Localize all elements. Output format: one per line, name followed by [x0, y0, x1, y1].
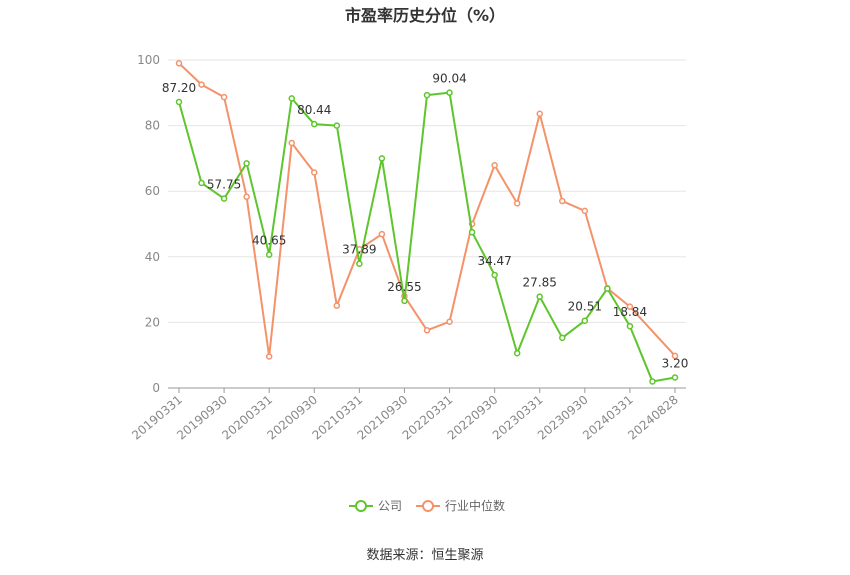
data-point	[423, 91, 431, 99]
data-label: 37.89	[342, 243, 376, 257]
y-tick-label: 40	[145, 250, 160, 264]
data-point	[220, 93, 228, 101]
data-label: 27.85	[523, 276, 557, 290]
legend-marker	[355, 500, 367, 512]
data-point	[401, 297, 408, 305]
data-point	[175, 60, 183, 67]
data-point	[559, 334, 566, 342]
legend: 公司 行业中位数	[349, 498, 505, 513]
chart-title: 市盈率历史分位（%）	[345, 6, 505, 25]
legend-label: 行业中位数	[445, 498, 505, 513]
data-point	[333, 122, 341, 129]
y-axis: 0 20 40 60 80 100	[137, 53, 160, 395]
data-point	[559, 197, 566, 205]
data-point	[288, 139, 295, 147]
data-point	[311, 120, 318, 128]
data-point	[581, 317, 589, 324]
x-axis: 2019033120190930202003312020093020210331…	[129, 387, 686, 443]
data-label: 80.44	[297, 103, 331, 117]
data-label: 57.75	[207, 178, 241, 192]
data-point	[356, 260, 363, 267]
data-point	[491, 271, 498, 279]
data-point	[198, 179, 205, 187]
data-point	[198, 81, 205, 88]
data-label: 26.55	[387, 280, 421, 294]
data-point	[491, 162, 498, 169]
y-tick-label: 80	[145, 119, 160, 133]
data-labels: 87.20 57.75 40.65 80.44 37.89 26.55 90.04 34.47…	[162, 72, 689, 371]
legend-label: 公司	[378, 499, 402, 513]
data-point	[513, 200, 521, 207]
data-point	[446, 318, 453, 325]
data-label: 40.65	[252, 234, 286, 248]
data-point	[265, 251, 273, 258]
data-point	[536, 293, 543, 300]
data-label: 34.47	[477, 254, 511, 268]
legend-marker	[422, 500, 435, 512]
data-point	[333, 302, 341, 309]
data-point	[649, 378, 656, 385]
data-label: 20.51	[568, 300, 602, 314]
y-tick-label: 0	[152, 381, 160, 395]
data-point	[626, 322, 634, 330]
data-point	[175, 98, 183, 106]
series-line	[178, 62, 676, 358]
data-point	[423, 327, 431, 334]
data-label: 3.20	[662, 357, 689, 371]
data-point	[265, 353, 273, 360]
source-note: 数据来源：恒生聚源	[366, 548, 483, 563]
data-point	[243, 193, 250, 201]
data-point	[536, 110, 543, 118]
data-point	[220, 195, 228, 202]
data-point	[378, 155, 386, 162]
data-label: 87.20	[162, 81, 196, 95]
data-point	[243, 160, 250, 167]
data-point	[626, 303, 634, 310]
data-point	[446, 89, 453, 96]
y-tick-label: 20	[145, 315, 160, 329]
x-tick-label: 20240828	[625, 393, 681, 443]
data-label: 90.04	[432, 72, 466, 86]
data-point	[513, 349, 521, 357]
data-point	[468, 228, 476, 236]
data-point	[288, 95, 295, 102]
series-layer	[175, 60, 679, 385]
data-point	[671, 352, 679, 360]
data-point	[311, 169, 318, 176]
y-tick-label: 60	[145, 184, 160, 198]
data-point	[604, 285, 611, 292]
data-point	[581, 207, 589, 215]
y-tick-label: 100	[137, 53, 160, 67]
data-point	[671, 374, 679, 381]
data-label: 18.84	[613, 305, 647, 319]
data-point	[378, 230, 386, 238]
